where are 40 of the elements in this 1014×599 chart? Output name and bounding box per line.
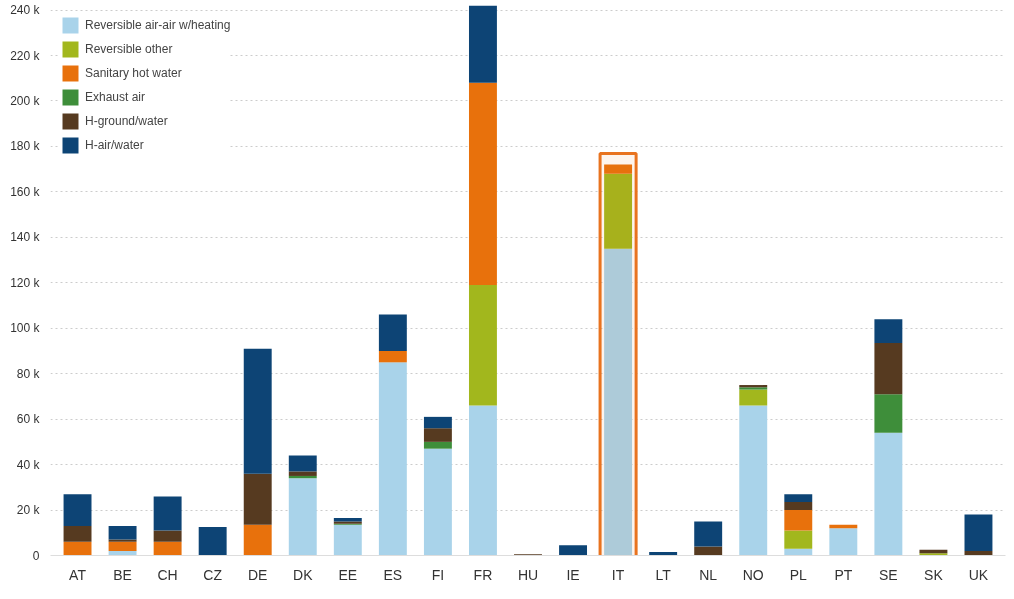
x-tick-label: AT (69, 566, 87, 583)
y-tick-label: 220 k (10, 48, 41, 63)
x-tick-label: NL (699, 566, 718, 583)
x-tick-label: PL (789, 566, 808, 583)
x-tick-label: FR (473, 566, 493, 583)
y-tick-label: 20 k (16, 503, 41, 518)
y-tick-label: 200 k (10, 93, 41, 108)
y-tick-label: 120 k (10, 275, 41, 290)
y-tick-label: 40 k (16, 457, 41, 472)
y-tick-label: 60 k (16, 412, 41, 427)
y-tick-label: 160 k (10, 184, 41, 199)
x-tick-label: IT (611, 566, 625, 583)
x-tick-label: HU (517, 566, 539, 583)
x-tick-label: EE (338, 566, 358, 583)
y-tick-label: 80 k (16, 366, 41, 381)
y-tick-label: 140 k (10, 230, 41, 245)
x-tick-label: CZ (203, 566, 223, 583)
x-tick-label: LT (655, 566, 672, 583)
x-tick-label: SE (879, 566, 898, 583)
x-tick-label: SK (924, 566, 944, 583)
y-tick-label: 240 k (10, 3, 41, 18)
x-tick-label: CH (157, 566, 178, 583)
y-tick-label: 0 (32, 548, 40, 563)
legend-label: H-ground/water (85, 114, 168, 128)
legend-label: Exhaust air (85, 90, 146, 104)
x-tick-label: DK (293, 566, 314, 583)
y-tick-label: 100 k (10, 321, 41, 336)
y-tick-label: 180 k (10, 139, 41, 154)
legend-label: Sanitary hot water (85, 66, 182, 80)
x-tick-label: UK (968, 566, 989, 583)
x-tick-label: PT (834, 566, 853, 583)
x-tick-label: FI (431, 566, 445, 583)
x-tick-label: NO (742, 566, 764, 583)
legend-label: H-air/water (85, 138, 144, 152)
x-tick-label: ES (383, 566, 403, 583)
x-tick-label: DE (247, 566, 268, 583)
x-tick-label: IE (566, 566, 580, 583)
legend-label: Reversible other (85, 42, 173, 56)
legend-label: Reversible air-air w/heating (85, 18, 231, 32)
x-tick-label: BE (113, 566, 132, 583)
